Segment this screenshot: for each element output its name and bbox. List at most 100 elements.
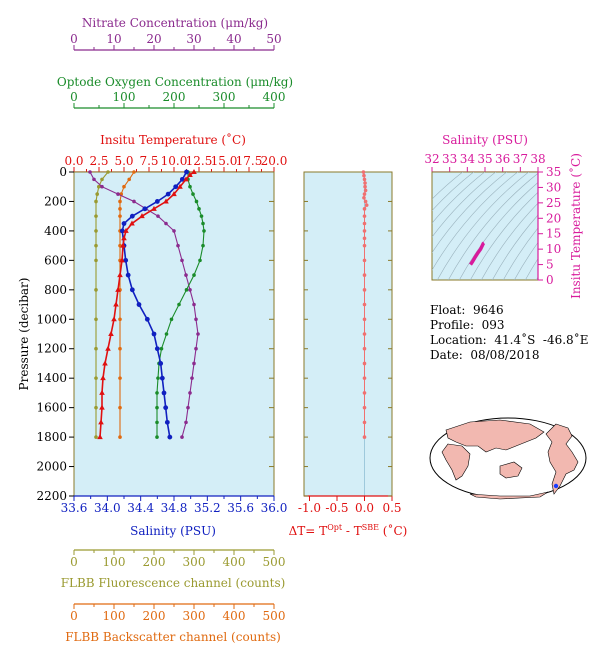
salinity-point [167, 434, 173, 440]
salinity-point [151, 331, 157, 337]
temperature-point [100, 375, 106, 381]
salinity-point [119, 228, 125, 234]
backscatter-tick-label: 100 [103, 609, 126, 623]
oxygen-tick-label: 100 [113, 90, 136, 104]
ts-temperature-tick-label: 30 [546, 180, 561, 194]
ts-temperature-tick-label: 5 [546, 258, 554, 272]
delta-t-axis: -1.0 -0.5 0.0 0.5 [298, 171, 402, 515]
oxygen-point [155, 391, 159, 395]
fluorescence-axis-label: FLBB Fluorescence channel (counts) [61, 576, 286, 590]
oxygen-point [192, 273, 196, 277]
delta-t-point [362, 420, 367, 425]
delta-t-point [362, 332, 367, 336]
temperature-point [98, 419, 104, 425]
delta-t-point [362, 391, 367, 395]
location: Location: 41.4˚S -46.8˚E [430, 333, 589, 347]
delta-t-point [362, 236, 367, 241]
salinity-point [136, 302, 142, 307]
ts-salinity-tick-label: 35 [477, 152, 492, 166]
fluorescence-point [94, 288, 98, 292]
nitrate-point [194, 317, 198, 322]
nitrate-point [190, 376, 194, 380]
nitrate-axis-label: Nitrate Concentration (μm/kg) [82, 16, 268, 30]
temperature-point [102, 360, 108, 366]
salinity-point [161, 390, 167, 396]
oxygen-point [201, 243, 205, 248]
oxygen-point [156, 376, 160, 380]
temperature-point [177, 183, 183, 189]
fluorescence-tick-label: 100 [103, 555, 126, 569]
ts-temperature-tick-label: 20 [546, 211, 561, 225]
oxygen-point [177, 302, 181, 307]
nitrate-point [196, 332, 200, 336]
delta-t-point [362, 376, 367, 380]
fluorescence-point [95, 192, 99, 196]
delta-t-point [364, 203, 369, 207]
ts-salinity-tick-label: 37 [513, 152, 528, 166]
backscatter-tick-label: 300 [183, 609, 206, 623]
temperature-point [191, 169, 197, 174]
ts-salinity-tick-label: 33 [442, 152, 457, 166]
backscatter-point [122, 184, 126, 189]
pressure-axis: 0 200 400 600 800 1000 1200 1400 1600 1800 2000 220… [36, 165, 274, 503]
nitrate-point [184, 273, 188, 277]
map-land-americas [545, 423, 579, 495]
ts-temperature-tick-label: 10 [546, 242, 561, 256]
oxygen-point [199, 214, 204, 218]
nitrate-tick-label: 10 [106, 32, 121, 46]
ts-salinity-tick-label: 36 [495, 152, 510, 166]
delta-t-point [362, 214, 367, 218]
pressure-tick-label: 1000 [36, 312, 67, 326]
salinity-point [164, 419, 170, 425]
fluorescence-point [100, 177, 104, 182]
temperature-point [151, 205, 157, 211]
delta-t-point [362, 207, 367, 211]
nitrate-point [88, 170, 92, 174]
oxygen-point [155, 420, 159, 425]
backscatter-tick-label: 500 [263, 609, 286, 623]
delta-t-point [362, 273, 367, 277]
delta-t-point [362, 361, 367, 366]
date: Date: 08/08/2018 [430, 348, 540, 362]
temperature-point [119, 257, 125, 263]
float-location-marker [553, 483, 559, 489]
ts-temperature-tick-label: 0 [546, 273, 554, 287]
temperature-tick-label: 7.5 [139, 154, 158, 168]
temperature-point [139, 213, 145, 219]
delta-t-point [362, 221, 367, 226]
ts-salinity-tick-label: 38 [530, 152, 545, 166]
temperature-axis: 0.0 2.5 5.0 7.5 10.012.515.017.520.0 [64, 154, 287, 173]
salinity-point [184, 169, 189, 175]
salinity-tick-label: 35.6 [227, 501, 254, 515]
backscatter-axis: 0 100 200 300 400 500 [70, 603, 286, 623]
backscatter-profile-line [119, 171, 135, 438]
oxygen-point [159, 346, 164, 351]
salinity-point [125, 272, 131, 278]
fluorescence-point [94, 346, 98, 351]
profile-number: Profile: 093 [430, 318, 505, 332]
map-land-australia [499, 461, 523, 479]
temperature-point [163, 198, 169, 204]
fluorescence-point [94, 405, 98, 410]
pressure-tick-label: 2000 [36, 460, 67, 474]
oxygen-axis: 0 100 200 300 400 [70, 90, 285, 109]
delta-t-tick-label: 0.5 [382, 501, 401, 515]
pressure-axis-label: Pressure (decibar) [17, 278, 31, 391]
oxygen-point [194, 199, 199, 204]
temperature-point [187, 171, 193, 177]
oxygen-tick-label: 300 [213, 90, 236, 104]
ts-temperature-axis-label: Insitu Temperature (˚C) [568, 153, 583, 299]
pressure-tick-label: 400 [44, 224, 67, 238]
temperature-point [129, 220, 135, 226]
temperature-point [97, 434, 103, 440]
nitrate-point [176, 243, 180, 248]
nitrate-point [194, 346, 198, 351]
salinity-point [173, 184, 179, 190]
delta-t-point [362, 302, 367, 307]
oxygen-tick-label: 0 [70, 90, 78, 104]
oxygen-point [188, 184, 192, 189]
backscatter-point [118, 199, 122, 204]
nitrate-point [192, 361, 196, 366]
backscatter-point [118, 376, 122, 380]
